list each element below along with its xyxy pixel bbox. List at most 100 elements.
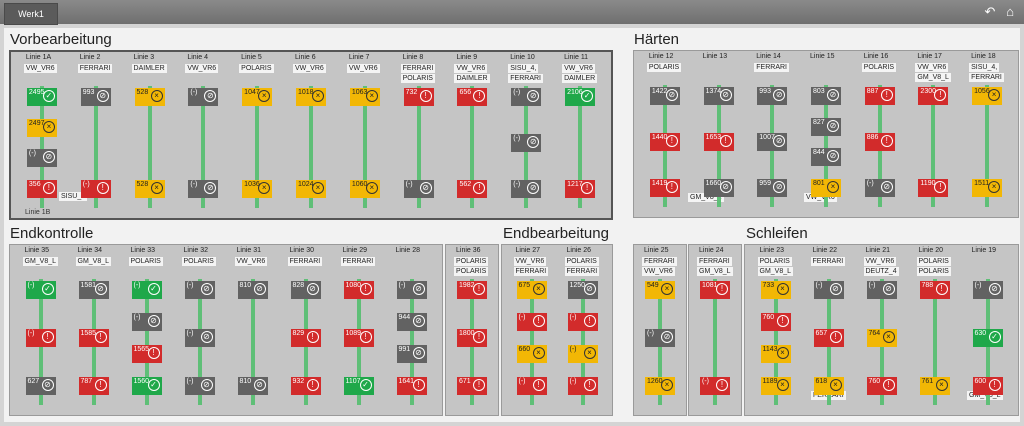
line-label-linie-22[interactable]: Linie 22 <box>812 247 838 254</box>
machine-status-box[interactable]: 1217! <box>565 180 596 198</box>
machine-status-box[interactable]: 1060 × <box>349 180 380 198</box>
machine-status-box[interactable]: 1660 ⊘ <box>703 179 734 197</box>
machine-status-box[interactable]: 1047 × <box>242 88 273 106</box>
line-label-linie-4[interactable]: Linie 4 <box>187 54 208 61</box>
machine-status-box[interactable]: 627 ⊘ <box>25 377 56 395</box>
machine-status-box[interactable]: 1036 × <box>242 180 273 198</box>
machine-status-box[interactable]: 1056 × <box>972 87 1003 105</box>
machine-status-box[interactable]: 733 × <box>760 281 791 299</box>
machine-status-box[interactable]: 844 ⊘ <box>811 148 841 167</box>
line-label-linie-1a[interactable]: Linie 1A <box>25 54 52 61</box>
machine-status-box[interactable]: 827 ⊘ <box>811 117 841 136</box>
machine-status-box[interactable]: 1018 × <box>296 88 326 106</box>
machine-status-box[interactable]: 1653! <box>703 133 734 151</box>
line-label-linie-10[interactable]: Linie 10 <box>510 54 535 61</box>
machine-status-box[interactable]: 1081! <box>700 281 730 299</box>
line-label-linie-27[interactable]: Linie 27 <box>515 247 541 254</box>
machine-status-box[interactable]: (-) × <box>567 345 598 363</box>
machine-status-box[interactable]: 528 × <box>134 88 165 106</box>
line-label-linie-29[interactable]: Linie 29 <box>342 247 368 254</box>
machine-status-box[interactable]: (-)! <box>80 180 111 198</box>
machine-status-box[interactable]: 2106 ✓ <box>565 88 596 106</box>
machine-status-box[interactable]: (-)! <box>567 377 598 395</box>
line-label-linie-14[interactable]: Linie 14 <box>756 53 781 60</box>
machine-status-box[interactable]: 1089! <box>343 329 374 347</box>
machine-status-box[interactable]: 1024 × <box>296 180 326 198</box>
line-label-linie-5[interactable]: Linie 5 <box>241 54 262 61</box>
line-label-linie-13[interactable]: Linie 13 <box>702 53 728 60</box>
line-label-linie-33[interactable]: Linie 33 <box>130 247 156 254</box>
machine-status-box[interactable]: 1560 ✓ <box>131 377 162 395</box>
line-label-linie-12[interactable]: Linie 12 <box>648 53 674 60</box>
machine-status-box[interactable]: 675 × <box>516 281 547 299</box>
machine-status-box[interactable]: 886! <box>864 133 895 151</box>
machine-status-box[interactable]: (-)! <box>516 377 547 395</box>
machine-status-box[interactable]: 671! <box>457 377 487 395</box>
machine-status-box[interactable]: 356! <box>26 180 57 198</box>
line-label-linie-20[interactable]: Linie 20 <box>918 247 944 254</box>
machine-status-box[interactable]: 991 ⊘ <box>396 345 427 363</box>
line-label-linie-32[interactable]: Linie 32 <box>183 247 209 254</box>
machine-status-box[interactable]: 1080! <box>343 281 374 299</box>
line-label-linie-25[interactable]: Linie 25 <box>644 247 669 254</box>
machine-status-box[interactable]: 1422 ⊘ <box>649 87 680 105</box>
machine-status-box[interactable]: (-) ⊘ <box>511 180 542 198</box>
machine-status-box[interactable]: 1982! <box>457 281 487 299</box>
machine-status-box[interactable]: (-) ⊘ <box>864 179 895 197</box>
machine-status-box[interactable]: 1007 ⊘ <box>757 133 788 151</box>
machine-status-box[interactable]: (-)! <box>25 329 56 347</box>
machine-status-box[interactable]: 1107 ✓ <box>343 377 374 395</box>
line-label-linie-8[interactable]: Linie 8 <box>402 54 424 61</box>
line-label-linie-18[interactable]: Linie 18 <box>971 53 996 60</box>
machine-status-box[interactable]: 1374 ⊘ <box>703 87 734 105</box>
machine-status-box[interactable]: 1419! <box>649 179 680 197</box>
machine-status-box[interactable]: 549 × <box>645 281 675 299</box>
tab-werk1[interactable]: Werk1 <box>4 3 58 25</box>
machine-status-box[interactable]: (-) ⊘ <box>188 88 219 106</box>
machine-status-box[interactable]: 932! <box>290 377 321 395</box>
line-label-linie-31[interactable]: Linie 31 <box>236 247 262 254</box>
line-label-linie-6[interactable]: Linie 6 <box>295 54 316 61</box>
machine-status-box[interactable]: 959 ⊘ <box>757 179 788 197</box>
machine-status-box[interactable]: (-)! <box>567 313 598 331</box>
line-label-linie-16[interactable]: Linie 16 <box>863 53 889 60</box>
machine-status-box[interactable]: 1581 ⊘ <box>78 281 109 299</box>
machine-status-box[interactable]: 1511 × <box>972 179 1003 197</box>
machine-status-box[interactable]: 829! <box>290 329 321 347</box>
machine-status-box[interactable]: 788! <box>919 281 950 299</box>
line-label-linie-28[interactable]: Linie 28 <box>395 247 421 254</box>
line-label-linie-7[interactable]: Linie 7 <box>348 54 370 61</box>
line-label-linie-30[interactable]: Linie 30 <box>289 247 315 254</box>
machine-status-box[interactable]: 2497 × <box>26 118 57 137</box>
machine-status-box[interactable]: 2300! <box>918 87 949 105</box>
machine-status-box[interactable]: 810 ⊘ <box>237 377 268 395</box>
line-label-linie-26[interactable]: Linie 26 <box>566 247 592 254</box>
machine-status-box[interactable]: (-) ⊘ <box>645 329 675 347</box>
line-label-linie-36[interactable]: Linie 36 <box>456 247 481 254</box>
machine-status-box[interactable]: (-) ⊘ <box>184 281 215 299</box>
machine-status-box[interactable]: 1440! <box>649 133 680 151</box>
machine-status-box[interactable]: 944 ⊘ <box>396 313 427 331</box>
machine-status-box[interactable]: 803 ⊘ <box>811 87 841 105</box>
machine-status-box[interactable]: 1641! <box>396 377 427 395</box>
line-label-linie-34[interactable]: Linie 34 <box>77 247 103 254</box>
machine-status-box[interactable]: 528 × <box>134 180 165 198</box>
line-label-linie-15[interactable]: Linie 15 <box>810 53 835 60</box>
machine-status-box[interactable]: (-) ⊘ <box>813 281 844 299</box>
line-label-linie-3[interactable]: Linie 3 <box>133 54 155 61</box>
machine-status-box[interactable]: 801 × <box>811 179 841 197</box>
machine-status-box[interactable]: 1260 × <box>645 377 675 395</box>
machine-status-box[interactable]: 1800! <box>457 329 487 347</box>
machine-status-box[interactable]: 1143 × <box>760 345 791 363</box>
machine-status-box[interactable]: 1585! <box>78 329 109 347</box>
machine-status-box[interactable]: (-) ⊘ <box>403 180 434 198</box>
machine-status-box[interactable]: 630 ✓ <box>972 329 1003 347</box>
machine-status-box[interactable]: 993 ⊘ <box>757 87 788 105</box>
machine-status-box[interactable]: (-)! <box>516 313 547 331</box>
line-label-linie-19[interactable]: Linie 19 <box>971 247 997 254</box>
machine-status-box[interactable]: 993 ⊘ <box>80 88 111 106</box>
machine-status-box[interactable]: 618 × <box>813 377 844 395</box>
machine-status-box[interactable]: 760! <box>760 313 791 331</box>
machine-status-box[interactable]: 887! <box>864 87 895 105</box>
machine-status-box[interactable]: 2495 ✓ <box>26 88 57 106</box>
